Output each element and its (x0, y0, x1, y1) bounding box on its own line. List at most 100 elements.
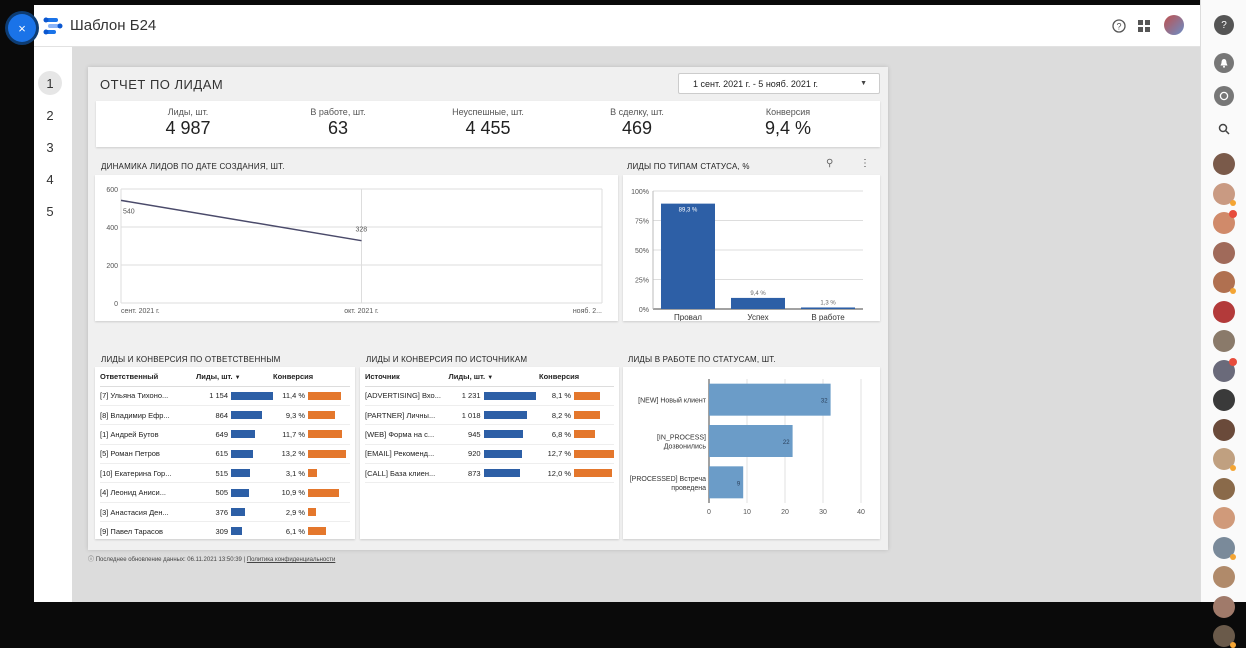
table-row[interactable]: [8] Владимир Ефр... 864 9,3 % (100, 405, 350, 426)
responsible-title: ЛИДЫ И КОНВЕРСИЯ ПО ОТВЕТСТВЕННЫМ (101, 355, 281, 364)
colleague-avatar[interactable] (1213, 418, 1235, 441)
leads-cell: 505 (196, 482, 273, 503)
page-3-button[interactable]: 3 (46, 139, 54, 155)
page-4-button[interactable]: 4 (46, 171, 54, 187)
leads-value: 920 (468, 449, 481, 459)
series-line (120, 199, 362, 242)
data-label: 328 (356, 227, 368, 234)
page-5-button[interactable]: 5 (46, 203, 54, 219)
help-icon[interactable]: ? (1110, 17, 1128, 35)
conversion-bar (574, 411, 600, 420)
table-row[interactable]: [4] Леонид Аниси... 505 10,9 % (100, 482, 350, 503)
column-header-leads[interactable]: Лиды, шт. ▼ (196, 368, 273, 387)
leads-bar (231, 508, 245, 517)
sort-desc-icon: ▼ (234, 375, 241, 382)
bell-icon[interactable] (1214, 53, 1234, 73)
leads-cell: 376 (196, 502, 273, 523)
table-row[interactable]: [9] Павел Тарасов 309 6,1 % (100, 521, 350, 542)
kpi-label: Конверсия (765, 107, 811, 117)
table-row[interactable]: [WEB] Форма на с... 945 6,8 % (365, 424, 614, 445)
leads-bar (483, 411, 527, 420)
chat-icon[interactable] (1214, 86, 1234, 106)
header-label: Лиды, шт. (196, 372, 233, 382)
leads-cell: 515 (196, 463, 273, 484)
column-header-source[interactable]: Источник (365, 368, 449, 387)
leads-bar (231, 411, 263, 420)
leads-bar (231, 391, 273, 400)
colleague-avatar[interactable] (1213, 153, 1235, 175)
leads-value: 505 (215, 488, 228, 498)
colleague-avatar[interactable] (1213, 507, 1235, 529)
colleague-avatar[interactable] (1213, 536, 1236, 560)
column-header-conversion[interactable]: Конверсия (273, 368, 350, 387)
table-row[interactable]: [ADVERTISING] Вхо... 1 231 8,1 % (365, 386, 614, 406)
name-cell: [10] Екатерина Гор... (100, 463, 196, 484)
conversion-bar (308, 449, 346, 458)
table-row[interactable]: [5] Роман Петров 615 13,2 % (100, 444, 350, 465)
table-row[interactable]: [PARTNER] Личны... 1 018 8,2 % (365, 405, 614, 426)
leads-value: 309 (215, 526, 228, 536)
colleague-avatar[interactable] (1213, 300, 1235, 323)
status-dot (1230, 553, 1236, 560)
colleague-avatar[interactable] (1213, 357, 1237, 382)
table-row[interactable]: [EMAIL] Рекоменд... 920 12,7 % (365, 444, 614, 465)
report-page: ОТЧЕТ ПО ЛИДАМ 1 сент. 2021 г. - 5 нояб.… (88, 67, 888, 550)
colleague-avatar[interactable] (1213, 477, 1235, 500)
conversion-value: 8,2 % (551, 410, 571, 420)
colleague-avatar[interactable] (1213, 241, 1235, 264)
conversion-value: 13,2 % (281, 449, 305, 459)
colleague-avatar[interactable] (1213, 210, 1237, 234)
privacy-policy-link[interactable]: Политика конфиденциальности (246, 557, 336, 563)
kpi-label: В сделку, шт. (610, 107, 664, 117)
date-range-picker[interactable]: 1 сент. 2021 г. - 5 нояб. 2021 г. ▼ (678, 73, 880, 94)
leads-cell: 1 231 (448, 386, 539, 406)
colleague-avatar[interactable] (1213, 271, 1236, 294)
dynamics-panel: 0 200 400 600 сент. 2021 г. окт. 2021 г. нояб.… (95, 175, 618, 321)
user-avatar[interactable] (1164, 15, 1184, 35)
colleague-avatar[interactable] (1213, 448, 1236, 471)
status-dot (1230, 642, 1236, 648)
report-title: ОТЧЕТ ПО ЛИДАМ (100, 77, 224, 92)
name-cell: [5] Роман Петров (100, 444, 196, 465)
y-tick-label: 200 (106, 263, 118, 270)
pin-icon[interactable]: ⚲ (826, 158, 834, 169)
kpi-unsuccessful: Неуспешные, шт. 4 455 (413, 101, 563, 139)
table-row[interactable]: [1] Андрей Бутов 649 11,7 % (100, 424, 350, 445)
conversion-cell: 6,1 % (273, 521, 350, 542)
name-cell: [EMAIL] Рекоменд... (365, 444, 449, 465)
colleague-avatar[interactable] (1213, 625, 1236, 648)
table-row[interactable]: [CALL] База клиен... 873 12,0 % (365, 463, 614, 484)
table-row[interactable]: [7] Ульяна Тихоно... 1 154 11,4 % (100, 386, 350, 406)
kpi-value: 4 987 (165, 118, 211, 138)
y-tick-label: 75% (635, 219, 649, 226)
table-row[interactable]: [3] Анастасия Ден... 376 2,9 % (100, 502, 350, 523)
conversion-bar (308, 391, 341, 400)
name-cell: [ADVERTISING] Вхо... (365, 386, 449, 406)
page-1-button[interactable]: 1 (38, 71, 62, 95)
top-bar: Шаблон Б24 ? (34, 5, 1200, 47)
page-2-button[interactable]: 2 (46, 107, 54, 123)
conversion-cell: 13,2 % (273, 444, 350, 465)
search-icon[interactable] (1214, 119, 1234, 139)
colleague-avatar[interactable] (1213, 389, 1235, 411)
leads-value: 1 154 (209, 391, 228, 401)
close-button[interactable]: × (8, 14, 36, 42)
conversion-value: 11,4 % (282, 391, 305, 401)
colleague-avatar[interactable] (1213, 566, 1235, 588)
column-header-conversion[interactable]: Конверсия (539, 368, 614, 387)
column-header-leads[interactable]: Лиды, шт. ▼ (448, 368, 539, 387)
sources-title: ЛИДЫ И КОНВЕРСИЯ ПО ИСТОЧНИКАМ (366, 355, 528, 364)
kpi-in-work: В работе, шт. 63 (263, 101, 413, 139)
sources-table-body: [ADVERTISING] Вхо... 1 231 8,1 % [PARTNER] … (365, 386, 614, 484)
status-bar-chart: 0% 25% 50% 75% 100% 89,3 % Провал 9,4 % Успех 1,3… (631, 189, 863, 322)
x-tick-label: Успех (747, 313, 768, 321)
colleague-avatar[interactable] (1213, 330, 1235, 352)
x-tick-label: 0 (707, 509, 711, 516)
column-header-responsible[interactable]: Ответственный (100, 368, 196, 387)
colleague-avatar[interactable] (1213, 182, 1236, 206)
help-circle-icon[interactable]: ? (1214, 15, 1234, 35)
more-options-icon[interactable]: ⋮ (860, 158, 870, 169)
colleague-avatar[interactable] (1213, 595, 1235, 618)
table-row[interactable]: [10] Екатерина Гор... 515 3,1 % (100, 463, 350, 484)
apps-grid-icon[interactable] (1135, 17, 1153, 35)
